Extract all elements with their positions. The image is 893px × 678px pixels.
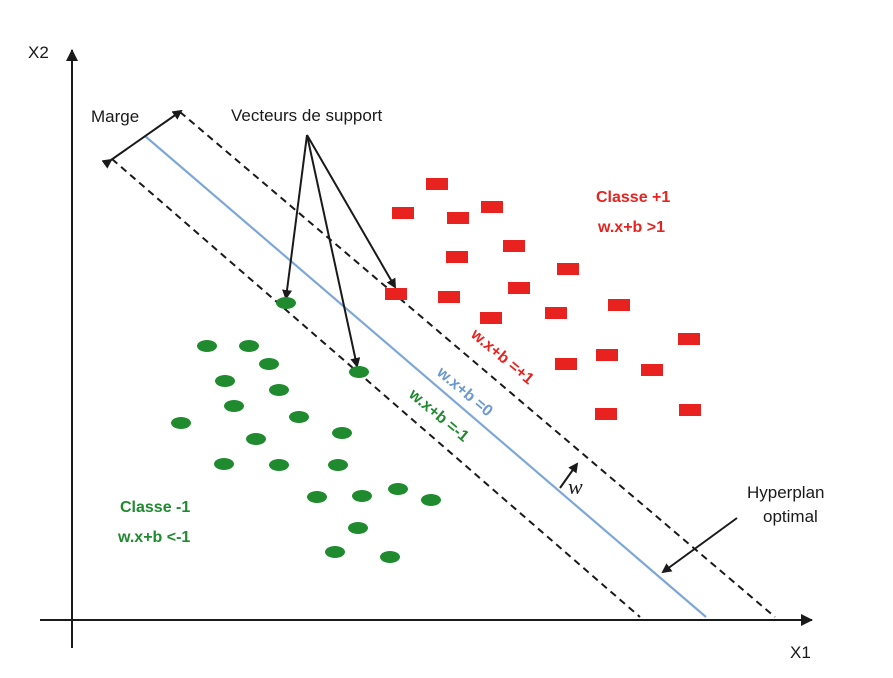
y-axis-label: X2: [28, 43, 49, 62]
class-neg-point: [224, 400, 244, 412]
class-pos-point: [545, 307, 567, 319]
class-neg-point: [352, 490, 372, 502]
class-neg-point: [171, 417, 191, 429]
margin-label: Marge: [91, 107, 139, 126]
class-pos-point: [596, 349, 618, 361]
class-pos-point: [555, 358, 577, 370]
class-pos-title: Classe +1: [596, 189, 670, 206]
axes: X2 X1: [28, 43, 813, 662]
class-neg-point: [325, 546, 345, 558]
x-axis-label: X1: [790, 643, 811, 662]
class-pos-legend: Classe +1 w.x+b >1: [596, 189, 670, 236]
normal-vector-arrow: [559, 462, 579, 489]
class-pos-point: [595, 408, 617, 420]
class-neg-point: [307, 491, 327, 503]
class-pos-point: [481, 201, 503, 213]
class-pos-point: [447, 212, 469, 224]
class-neg-point: [421, 494, 441, 506]
support-arrow-3: [306, 134, 397, 289]
class-neg-title: Classe -1: [120, 499, 190, 516]
hyperplane-line: [144, 135, 707, 618]
class-pos-point: [446, 251, 468, 263]
margin-double-arrow: [101, 109, 183, 169]
hyperplane-pointer-arrow: [661, 517, 738, 574]
class-neg-point: [197, 340, 217, 352]
class-pos-point: [385, 288, 407, 300]
hyperplane-label-line1: Hyperplan: [747, 483, 825, 502]
class-pos-point: [508, 282, 530, 294]
margin-annotation: Marge: [91, 107, 183, 169]
class-neg-point: [269, 384, 289, 396]
support-arrow-2: [306, 134, 361, 368]
class-neg-point: [215, 375, 235, 387]
support-vectors-label: Vecteurs de support: [231, 106, 382, 125]
separating-lines: [111, 111, 776, 618]
class-pos-point: [557, 263, 579, 275]
class-neg-point: [348, 522, 368, 534]
class-pos-point: [480, 312, 502, 324]
hyperplane-label-line2: optimal: [763, 507, 818, 526]
class-neg-points: [171, 297, 441, 563]
upper-margin-line: [179, 111, 776, 618]
support-arrow-1: [282, 134, 308, 300]
normal-vector: w: [559, 462, 583, 499]
class-pos-points: [385, 178, 701, 420]
class-neg-point: [276, 297, 296, 309]
class-pos-point: [678, 333, 700, 345]
class-neg-point: [246, 433, 266, 445]
normal-vector-label: w: [568, 474, 583, 499]
upper-margin-equation: w.x+b =+1: [467, 325, 537, 388]
class-pos-point: [641, 364, 663, 376]
class-pos-point: [608, 299, 630, 311]
class-neg-point: [388, 483, 408, 495]
class-neg-point: [239, 340, 259, 352]
class-pos-point: [426, 178, 448, 190]
class-neg-point: [349, 366, 369, 378]
class-neg-point: [269, 459, 289, 471]
class-neg-point: [214, 458, 234, 470]
hyperplane-annotation: Hyperplan optimal: [661, 483, 825, 574]
lower-margin-line: [111, 158, 641, 618]
line-equations: w.x+b =+1 w.x+b =0 w.x+b =-1: [405, 325, 537, 445]
class-neg-point: [328, 459, 348, 471]
class-pos-point: [392, 207, 414, 219]
class-neg-point: [259, 358, 279, 370]
class-neg-point: [289, 411, 309, 423]
class-neg-legend: Classe -1 w.x+b <-1: [117, 499, 190, 546]
class-pos-point: [503, 240, 525, 252]
support-vectors-annotation: Vecteurs de support: [231, 106, 397, 368]
class-pos-rule: w.x+b >1: [597, 219, 665, 236]
class-pos-point: [438, 291, 460, 303]
class-neg-point: [380, 551, 400, 563]
class-neg-rule: w.x+b <-1: [117, 529, 190, 546]
class-pos-point: [679, 404, 701, 416]
class-neg-point: [332, 427, 352, 439]
